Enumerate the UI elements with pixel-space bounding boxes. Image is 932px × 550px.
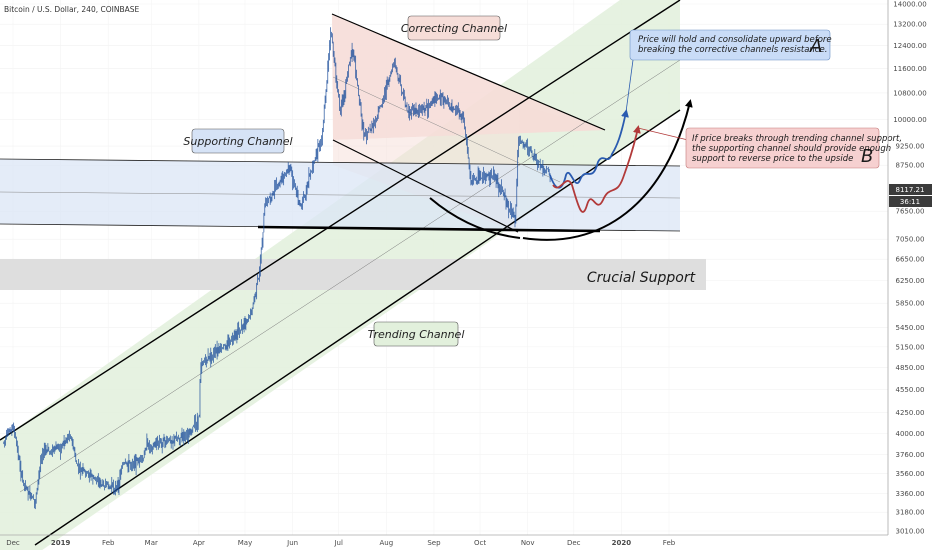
y-tick-label: 3010.00 xyxy=(896,528,925,536)
scenario-b-callout[interactable]: If price breaks through trending channel… xyxy=(685,127,902,169)
y-tick-label: 11600.00 xyxy=(893,65,926,73)
countdown-value: 36:11 xyxy=(900,198,920,206)
y-tick-label: 3180.00 xyxy=(896,509,925,517)
trending-channel-bottom xyxy=(34,109,681,546)
y-tick-label: 4850.00 xyxy=(896,364,925,372)
countdown-tag: 36:11 xyxy=(889,196,932,207)
scenario-b-text-3: support to reverse price to the upside xyxy=(692,154,853,164)
x-axis[interactable]: Dec 2019 Feb Mar Apr May Jun Jul Aug Sep Oct Nov Dec… xyxy=(6,539,676,547)
annotation-a-pointer xyxy=(625,59,634,113)
x-tick-label: 2019 xyxy=(51,539,71,547)
y-tick-label: 6250.00 xyxy=(896,277,925,285)
y-tick-label: 5450.00 xyxy=(896,324,925,332)
scenario-a-text-1: Price will hold and consolidate upward b… xyxy=(638,35,832,45)
y-axis[interactable]: 14000.00 13200.00 12400.00 11600.00 10800.00… xyxy=(893,1,926,536)
crucial-support-band xyxy=(0,259,706,290)
x-tick-label: Mar xyxy=(145,539,158,547)
x-tick-label: Oct xyxy=(474,539,486,547)
y-tick-label: 3560.00 xyxy=(896,470,925,478)
x-tick-label: Feb xyxy=(663,539,676,547)
y-tick-label: 6650.00 xyxy=(896,256,925,264)
x-tick-label: Feb xyxy=(102,539,115,547)
scenario-b-letter: B xyxy=(861,146,873,167)
x-tick-label: Nov xyxy=(521,539,535,547)
x-tick-label: May xyxy=(238,539,252,547)
y-tick-label: 7650.00 xyxy=(896,208,925,216)
support-horizontal-line xyxy=(257,225,601,233)
supporting-channel-mid xyxy=(0,191,681,199)
correcting-channel-label[interactable]: Correcting Channel xyxy=(401,15,507,41)
current-price-tag: 8117.21 xyxy=(889,184,932,195)
y-tick-label: 5150.00 xyxy=(896,343,925,351)
scenario-a-callout[interactable]: Price will hold and consolidate upward b… xyxy=(629,29,832,61)
scenario-b-text-1: If price breaks through trending channel… xyxy=(692,134,902,144)
y-tick-label: 3760.00 xyxy=(896,451,925,459)
y-tick-label: 4250.00 xyxy=(896,409,925,417)
supporting-channel-label[interactable]: Supporting Channel xyxy=(183,128,293,154)
scenario-a-text-2: breaking the corrective channels resista… xyxy=(638,45,827,55)
annotation-b-pointer xyxy=(637,127,689,141)
correcting-channel-fill xyxy=(332,14,605,140)
scenario-b-text-2: the supporting channel should provide en… xyxy=(692,144,891,154)
support-arc xyxy=(429,197,521,239)
trending-channel-label[interactable]: Trending Channel xyxy=(368,321,465,347)
correcting-channel-text: Correcting Channel xyxy=(401,22,507,35)
y-tick-label: 13200.00 xyxy=(893,21,926,29)
symbol-title: Bitcoin / U.S. Dollar, 240, COINBASE xyxy=(4,5,139,14)
x-tick-label: Jun xyxy=(286,539,298,547)
x-tick-label: Jul xyxy=(333,539,343,547)
current-price-value: 8117.21 xyxy=(896,186,925,194)
x-tick-label: 2020 xyxy=(612,539,632,547)
correcting-channel-top xyxy=(331,13,606,131)
x-tick-label: Sep xyxy=(427,539,441,547)
correcting-channel-bottom xyxy=(332,139,519,233)
x-tick-label: Dec xyxy=(567,539,581,547)
candles xyxy=(3,27,551,510)
y-tick-label: 4000.00 xyxy=(896,430,925,438)
y-tick-label: 9250.00 xyxy=(896,143,925,151)
breakout-curve-arrow xyxy=(522,99,693,241)
supporting-channel-text: Supporting Channel xyxy=(183,135,292,148)
x-tick-label: Aug xyxy=(379,539,393,547)
y-tick-label: 4550.00 xyxy=(896,386,925,394)
x-tick-label: Dec xyxy=(6,539,20,547)
crucial-support-label: Crucial Support xyxy=(587,270,696,286)
correcting-channel-mid xyxy=(332,76,561,183)
y-tick-label: 10000.00 xyxy=(893,116,926,124)
supporting-channel-top xyxy=(0,158,681,167)
scenario-a-letter: A xyxy=(809,36,822,57)
x-tick-label: Apr xyxy=(193,539,205,547)
scenario-b-path xyxy=(552,125,641,213)
y-tick-label: 7050.00 xyxy=(896,236,925,244)
scenario-a-path xyxy=(549,109,629,189)
y-tick-label: 14000.00 xyxy=(893,1,926,9)
y-tick-label: 12400.00 xyxy=(893,42,926,50)
trending-channel-top xyxy=(0,0,681,441)
y-tick-label: 3360.00 xyxy=(896,490,925,498)
y-tick-label: 5850.00 xyxy=(896,300,925,308)
trending-channel-mid xyxy=(19,59,681,493)
trending-channel-text: Trending Channel xyxy=(368,328,465,341)
y-tick-label: 10800.00 xyxy=(893,89,926,97)
y-tick-label: 8750.00 xyxy=(896,162,925,170)
